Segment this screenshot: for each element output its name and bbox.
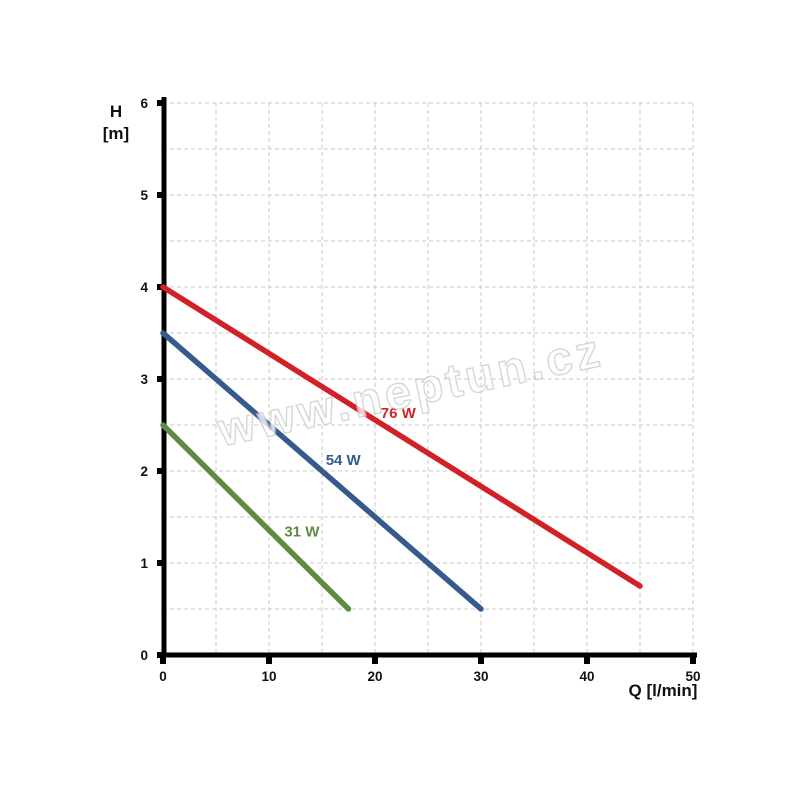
- y-tick-label: 3: [140, 372, 148, 387]
- series-label-54-w: 54 W: [326, 452, 362, 469]
- series-line-76-w: [160, 284, 643, 589]
- x-tick-label: 50: [685, 669, 700, 684]
- series-line-54-w: [160, 330, 484, 612]
- x-axis-title: Q [l/min]: [628, 681, 698, 700]
- x-tick-label: 20: [367, 669, 382, 684]
- y-tick-label: 1: [140, 556, 148, 571]
- series-label-76-w: 76 W: [381, 405, 417, 422]
- y-axis-title: H [m]: [102, 102, 130, 143]
- x-tick-label: 0: [159, 669, 167, 684]
- series-label-31-w: 31 W: [284, 524, 320, 541]
- y-tick: [157, 376, 165, 382]
- x-tick: [266, 656, 272, 664]
- y-tick: [157, 652, 165, 658]
- y-tick-label: 2: [140, 464, 148, 479]
- y-tick: [157, 192, 165, 198]
- x-tick: [690, 656, 696, 664]
- y-tick: [157, 100, 165, 106]
- y-tick-label: 0: [140, 648, 148, 663]
- x-tick: [584, 656, 590, 664]
- x-tick: [478, 656, 484, 664]
- y-tick-label: 4: [140, 280, 148, 295]
- x-tick: [160, 656, 166, 664]
- y-tick-label: 6: [140, 96, 148, 111]
- y-tick-label: 5: [140, 188, 148, 203]
- x-tick-label: 40: [579, 669, 594, 684]
- x-tick: [372, 656, 378, 664]
- x-tick-label: 30: [473, 669, 488, 684]
- y-tick: [157, 560, 165, 566]
- series-line-31-w: [160, 422, 352, 612]
- y-tick: [157, 468, 165, 474]
- x-tick-label: 10: [261, 669, 276, 684]
